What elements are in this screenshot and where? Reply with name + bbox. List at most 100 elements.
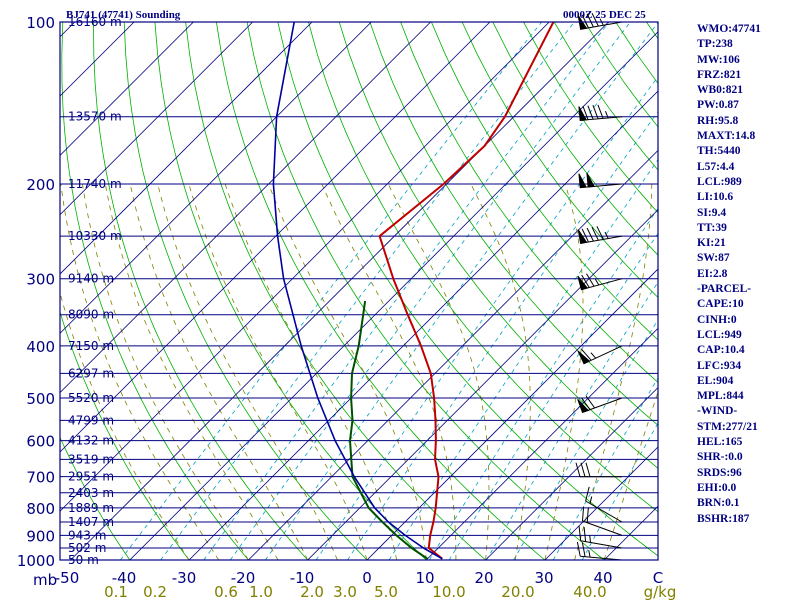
index-entry: L57:4.4: [697, 160, 735, 173]
wind-barb-200: [578, 172, 623, 189]
wind-barb-shaft: [581, 273, 623, 291]
isotherm-10: [60, 22, 313, 275]
height-label-550: 4799 m: [68, 413, 114, 427]
index-entry: FRZ:821: [697, 68, 742, 81]
wind-barb-700: [575, 462, 622, 478]
index-entry: CINH:0: [697, 313, 737, 326]
index-entry: LCL:949: [697, 328, 742, 341]
plot-frame: [59, 21, 659, 561]
wind-barb-shaft: [575, 462, 622, 478]
isotherm-21: [426, 327, 658, 560]
wind-barb-shaft: [578, 526, 623, 549]
height-label-850: 1407 m: [68, 515, 114, 529]
mixing-label-1: 0.2: [143, 583, 167, 600]
mixing-label-0: 0.1: [104, 583, 128, 600]
index-entry: SHR-:0.0: [697, 451, 743, 464]
height-label-350: 8090 m: [68, 308, 114, 322]
wind-barb-shaft: [581, 395, 623, 413]
temp-label-1: -40: [112, 569, 137, 587]
mixing-label-3: 1.0: [249, 583, 273, 600]
station-title: BJ741 (47741) Sounding: [66, 9, 181, 21]
index-entry: SRDS:96: [697, 466, 742, 479]
isotherm-13: [60, 22, 491, 453]
temp-label-6: 10: [415, 569, 434, 587]
wind-barb-shaft: [580, 183, 623, 189]
wind-barb-shaft: [580, 12, 623, 30]
temperature-profile: [378, 22, 555, 560]
pressure-label-600: 600: [26, 433, 55, 451]
mixing-label-2: 0.6: [214, 583, 238, 600]
index-entry: HEL:165: [697, 436, 743, 449]
mixing-ratio-line-0: [120, 22, 543, 560]
height-label-150: 13570 m: [68, 110, 122, 124]
wind-barb-shaft: [585, 486, 623, 523]
wind-barb-100: [577, 12, 623, 30]
height-label-900: 943 m: [68, 528, 106, 542]
temp-label-10: C: [653, 569, 663, 587]
wind-barb-pennant: [577, 350, 591, 365]
isotherm-14: [60, 22, 550, 512]
index-entry: WMO:47741: [697, 23, 761, 35]
wind-barb-400: [577, 345, 623, 365]
plot-border: [59, 21, 659, 561]
index-entry: CAPE:10: [697, 298, 744, 311]
pressure-label-900: 900: [26, 527, 55, 545]
index-entry: BRN:0.1: [697, 497, 740, 510]
pressure-unit-label: mb: [33, 571, 57, 589]
sounding-profiles: [272, 22, 555, 560]
wind-barb-shaft: [581, 345, 623, 365]
height-label-200: 11740 m: [68, 177, 122, 191]
wind-barbs: [575, 12, 623, 561]
wind-barb-shaft: [580, 226, 623, 244]
height-label-450: 6297 m: [68, 366, 114, 380]
isotherm-5: [0, 22, 16, 560]
height-label-300: 9140 m: [68, 272, 114, 286]
moist-adiabat-10: [387, 183, 490, 560]
wind-barb-1000: [576, 541, 623, 561]
pressure-label-100: 100: [26, 14, 55, 32]
index-entry: LI:10.6: [697, 191, 734, 204]
mixing-label-8: 20.0: [501, 583, 534, 600]
wind-barb-pennant: [577, 275, 589, 291]
mixing-label-10: g/kg: [644, 583, 677, 600]
mixing-label-9: 40.0: [573, 583, 606, 600]
temp-label-9: 40: [593, 569, 612, 587]
moist-adiabat-5: [157, 183, 338, 560]
height-label-600: 4132 m: [68, 434, 114, 448]
dry-adiabat-7: [216, 22, 546, 560]
dry-adiabat-6: [185, 22, 486, 560]
index-entry: EL:904: [697, 374, 734, 387]
moist-adiabat-4: [129, 183, 309, 560]
wind-barb-pennant: [577, 229, 588, 244]
height-label-750: 2403 m: [68, 486, 114, 500]
dry-adiabat-8: [246, 22, 605, 560]
parcel-profile: [272, 22, 443, 560]
index-entry: EHI:0.0: [697, 481, 737, 494]
isotherm-20: [366, 268, 658, 560]
pressure-label-400: 400: [26, 338, 55, 356]
index-entry: EI:2.8: [697, 267, 728, 280]
temp-label-4: -10: [290, 569, 315, 587]
temp-label-2: -30: [172, 569, 197, 587]
wind-barb-shaft: [580, 104, 623, 121]
height-label-800: 1889 m: [68, 501, 114, 515]
height-label-250: 10330 m: [68, 229, 122, 243]
stability-indices-panel: WMO:47741 TP:238 MW:106 FRZ:821 WB0:821 PW:0.…: [697, 22, 800, 527]
index-entry: WB0:821: [697, 84, 743, 97]
isotherm-19: [307, 209, 658, 560]
mixing-ratio-line-2: [203, 22, 610, 560]
wind-barb-900: [582, 506, 623, 536]
index-entry: MW:106: [697, 53, 740, 66]
pressure-label-700: 700: [26, 469, 55, 487]
temp-label-7: 20: [474, 569, 493, 587]
height-label-950: 502 m: [68, 541, 106, 555]
index-entry: -PARCEL-: [697, 283, 752, 296]
isotherm-23: [544, 446, 658, 560]
temp-label-3: -20: [231, 569, 256, 587]
index-entry: MAXT:14.8: [697, 130, 756, 143]
index-entry: TT:39: [697, 221, 727, 234]
temp-label-8: 30: [534, 569, 553, 587]
